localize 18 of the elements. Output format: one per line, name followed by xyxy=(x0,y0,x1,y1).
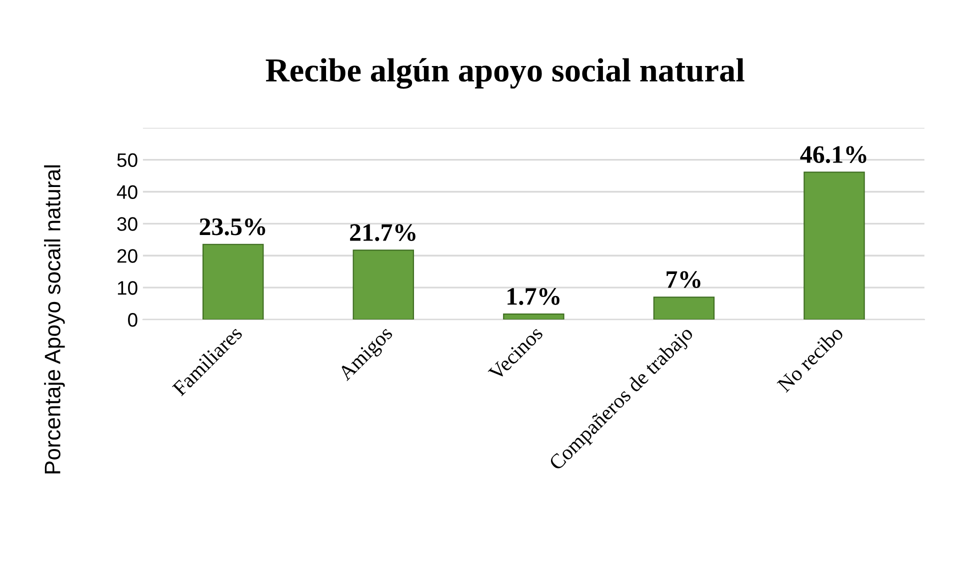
y-tick-label: 50 xyxy=(117,153,138,168)
bar xyxy=(653,296,715,320)
bar xyxy=(202,244,264,320)
bar xyxy=(503,314,564,320)
data-label: 21.7% xyxy=(350,224,416,242)
y-tick-label: 30 xyxy=(117,217,138,231)
data-label: 1.7% xyxy=(508,288,560,305)
chart-title: Recibe algún apoyo social natural xyxy=(266,58,744,89)
data-label: 7% xyxy=(666,271,700,288)
bar xyxy=(804,172,865,320)
y-tick-label: 40 xyxy=(116,185,138,199)
bar xyxy=(352,250,414,320)
y-tick-label: 10 xyxy=(118,281,138,295)
y-tick-label: 0 xyxy=(128,313,138,327)
y-axis-title: Porcentaje Apoyo socail natural xyxy=(44,165,65,474)
data-label: 23.5% xyxy=(200,218,266,236)
y-tick-label: 20 xyxy=(117,249,138,263)
data-label: 46.1% xyxy=(800,146,866,164)
